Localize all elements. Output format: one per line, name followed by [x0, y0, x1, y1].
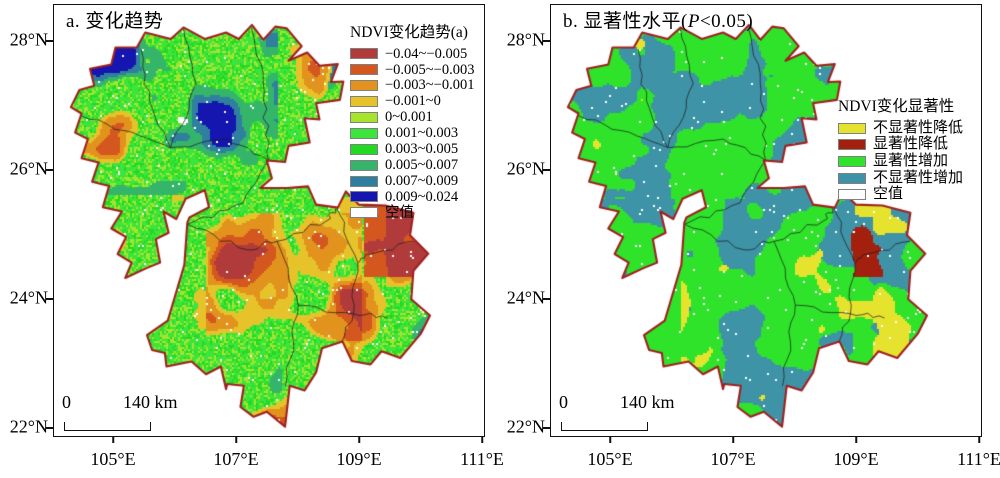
legend-item: 空值 [838, 186, 963, 203]
y-axis-label: 22°N [506, 416, 545, 437]
x-axis-label: 109°E [833, 449, 879, 469]
scale-bar: 0 140 km [557, 392, 757, 438]
legend-swatch [350, 112, 378, 123]
y-axis-tick [46, 298, 53, 300]
legend-item: −0.003~−0.001 [350, 78, 474, 94]
legend-swatch [350, 191, 378, 203]
legend-item: 0.009~0.024 [350, 189, 474, 205]
legend-item: 0.001~0.003 [350, 125, 474, 141]
x-axis-tick [855, 437, 857, 443]
y-axis-label: 24°N [506, 287, 545, 308]
x-axis-label: 111°E [957, 449, 1000, 469]
y-axis-label: 26°N [506, 158, 545, 179]
legend-item: 不显著性增加 [838, 170, 963, 187]
legend-swatch [350, 64, 378, 76]
legend-item: −0.04~−0.005 [350, 46, 474, 62]
y-axis-label: 28°N [506, 29, 545, 50]
scale-bar-zero: 0 [559, 392, 568, 412]
legend-swatch [838, 155, 866, 167]
legend-swatch [350, 48, 378, 60]
x-axis-tick [112, 437, 114, 443]
panel-b-frame [550, 4, 982, 437]
legend-item: 显著性降低 [838, 137, 963, 154]
legend-item: 0.003~0.005 [350, 141, 474, 157]
scale-bar-bracket [64, 422, 151, 431]
panel-a-frame [53, 4, 485, 437]
panel-a: a. 变化趋势 28°N 26°N 24°N 22°N 105°E 107°E … [9, 4, 504, 469]
panel-b-legend: NDVI变化显著性 不显著性降低 显著性降低 显著性增加 不显著性增加 空值 [838, 94, 963, 203]
x-axis-label: 111°E [460, 449, 504, 469]
legend-title: NDVI变化显著性 [838, 98, 955, 115]
x-axis-label: 109°E [336, 449, 382, 469]
x-axis-label: 107°E [213, 449, 259, 469]
legend-item: 显著性增加 [838, 153, 963, 170]
legend-item: 不显著性降低 [838, 120, 963, 137]
legend-item: 0~0.001 [350, 110, 474, 126]
y-axis-tick [46, 427, 53, 429]
legend-item: 0.005~0.007 [350, 157, 474, 173]
y-axis-tick [46, 169, 53, 171]
scale-bar-zero: 0 [62, 392, 71, 412]
y-axis-label: 26°N [9, 158, 48, 179]
legend-swatch [838, 122, 866, 134]
legend-item: 空值 [350, 205, 474, 221]
panel-b: b. 显著性水平(P<0.05) 28°N 26°N 24°N 22°N 105… [497, 0, 1000, 478]
y-axis-label: 24°N [9, 287, 48, 308]
scale-bar: 0 140 km [60, 392, 260, 438]
legend-item: −0.001~0 [350, 94, 474, 110]
legend-swatch [350, 127, 378, 139]
x-axis-tick [609, 437, 611, 443]
y-axis-tick [543, 40, 550, 42]
x-axis-label: 105°E [90, 449, 136, 469]
y-axis-label: 22°N [9, 416, 48, 437]
panel-b-title: b. 显著性水平(P<0.05) [563, 11, 754, 32]
legend-swatch [350, 143, 378, 155]
x-axis-tick [978, 437, 980, 443]
legend-swatch [838, 189, 866, 201]
x-axis-tick [481, 437, 483, 443]
panel-a-title: a. 变化趋势 [66, 11, 164, 32]
y-axis-tick [543, 298, 550, 300]
legend-swatch [350, 159, 378, 171]
legend-swatch [838, 172, 866, 184]
map-a-raster [54, 5, 483, 435]
x-axis-tick [235, 437, 237, 443]
x-axis-tick [732, 437, 734, 443]
legend-swatch [350, 175, 378, 187]
x-axis-tick [358, 437, 360, 443]
scale-bar-bracket [561, 422, 648, 431]
scale-bar-distance: 140 km [123, 392, 178, 412]
x-axis-label: 105°E [587, 449, 633, 469]
x-axis-label: 107°E [710, 449, 756, 469]
map-b-raster [551, 5, 980, 435]
legend-swatch [350, 80, 378, 92]
legend-swatch [350, 96, 378, 108]
legend-swatch [350, 207, 378, 219]
legend-item: 0.007~0.009 [350, 173, 474, 189]
legend-title: NDVI变化趋势(a) [350, 24, 468, 41]
legend-item: −0.005~−0.003 [350, 62, 474, 78]
y-axis-tick [543, 427, 550, 429]
panel-a-legend: NDVI变化趋势(a) −0.04~−0.005 −0.005~−0.003 −… [350, 20, 474, 221]
y-axis-tick [46, 40, 53, 42]
legend-swatch [838, 139, 866, 151]
y-axis-tick [543, 169, 550, 171]
y-axis-label: 28°N [9, 29, 48, 50]
scale-bar-distance: 140 km [620, 392, 675, 412]
